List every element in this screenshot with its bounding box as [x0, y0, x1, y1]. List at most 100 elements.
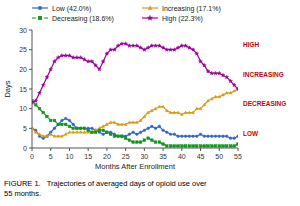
series-marker — [192, 145, 195, 148]
series-marker — [76, 127, 79, 130]
y-tick — [29, 89, 32, 90]
series-marker — [102, 133, 105, 136]
series-marker — [38, 133, 41, 136]
series-marker — [203, 103, 206, 106]
series-marker — [98, 67, 102, 71]
series-marker — [102, 129, 105, 132]
series-marker — [64, 54, 68, 58]
series-marker — [206, 69, 210, 73]
series-marker — [136, 133, 139, 136]
series-marker — [128, 139, 131, 142]
series-marker — [236, 87, 238, 91]
x-tick-label: 50 — [215, 153, 223, 160]
series-marker — [38, 107, 41, 110]
series-marker — [210, 145, 213, 148]
series-marker — [32, 127, 33, 130]
caption: FIGURE 1. Trajectories of averaged days … — [4, 179, 207, 188]
series-marker — [113, 135, 116, 138]
y-tick — [29, 69, 32, 70]
series-marker — [173, 111, 176, 114]
series-marker — [106, 131, 109, 134]
series-marker — [232, 83, 236, 87]
series-marker — [229, 145, 232, 148]
series-marker — [79, 127, 82, 130]
series-marker — [98, 129, 101, 132]
series-marker — [53, 127, 56, 130]
series-marker — [57, 123, 60, 126]
series-marker — [56, 56, 60, 60]
series-marker — [91, 131, 94, 134]
series-marker — [217, 71, 221, 75]
series-marker — [117, 135, 120, 138]
chart: 0510152025300510152025303540455055Months… — [0, 0, 300, 206]
series-marker — [120, 42, 124, 46]
x-tick-label: 0 — [30, 153, 34, 160]
series-marker — [79, 127, 82, 130]
series-marker — [68, 125, 71, 128]
series-line — [32, 44, 238, 103]
series-marker — [76, 127, 79, 130]
series-marker — [199, 145, 202, 148]
series-marker — [161, 46, 165, 50]
x-tick-label: 30 — [140, 153, 148, 160]
series-marker — [184, 44, 188, 48]
series-marker — [169, 48, 173, 52]
series-marker — [42, 111, 45, 114]
series-marker — [188, 145, 191, 148]
series-marker — [83, 131, 86, 134]
series-marker — [42, 135, 45, 138]
series-marker — [53, 119, 56, 122]
series-marker — [173, 145, 176, 148]
series-marker — [83, 127, 86, 130]
series-marker — [49, 67, 53, 71]
series-marker — [94, 131, 97, 134]
legend-marker — [38, 6, 42, 10]
series-marker — [221, 73, 225, 77]
series-marker — [64, 133, 67, 136]
series-marker — [46, 115, 49, 118]
x-tick — [163, 148, 164, 151]
series-marker — [109, 48, 113, 52]
y-tick — [29, 128, 32, 129]
x-tick — [238, 148, 239, 151]
series-marker — [195, 52, 199, 56]
series-marker — [143, 48, 147, 52]
y-tick — [29, 49, 32, 50]
series-marker — [180, 44, 184, 48]
series-marker — [131, 44, 135, 48]
series-marker — [94, 63, 98, 67]
series-marker — [191, 48, 195, 52]
series-marker — [132, 121, 135, 124]
series-marker — [162, 105, 165, 108]
series-marker — [237, 143, 238, 146]
series-marker — [192, 135, 195, 138]
series-marker — [225, 135, 228, 138]
series-marker — [41, 83, 45, 87]
series-marker — [53, 135, 56, 138]
series-marker — [187, 46, 191, 50]
series-marker — [154, 44, 158, 48]
legend-marker — [147, 15, 152, 20]
series-marker — [169, 133, 172, 136]
series-marker — [136, 141, 139, 144]
series-marker — [195, 107, 198, 110]
series-marker — [132, 131, 135, 134]
series-marker — [132, 141, 135, 144]
series-marker — [222, 93, 225, 96]
series-marker — [91, 127, 94, 130]
y-tick-label: 10 — [19, 105, 27, 112]
series-marker — [214, 145, 217, 148]
caption: 55 months. — [4, 189, 41, 198]
x-tick — [50, 148, 51, 151]
series-marker — [207, 145, 210, 148]
series-marker — [101, 60, 105, 64]
series-marker — [177, 111, 180, 114]
series-marker — [233, 145, 236, 148]
series-marker — [158, 125, 161, 128]
series-marker — [154, 127, 157, 130]
series-marker — [177, 145, 180, 148]
series-marker — [207, 99, 210, 102]
series-marker — [210, 135, 213, 138]
x-tick-label: 10 — [66, 153, 74, 160]
y-axis-label: Days — [3, 80, 12, 97]
